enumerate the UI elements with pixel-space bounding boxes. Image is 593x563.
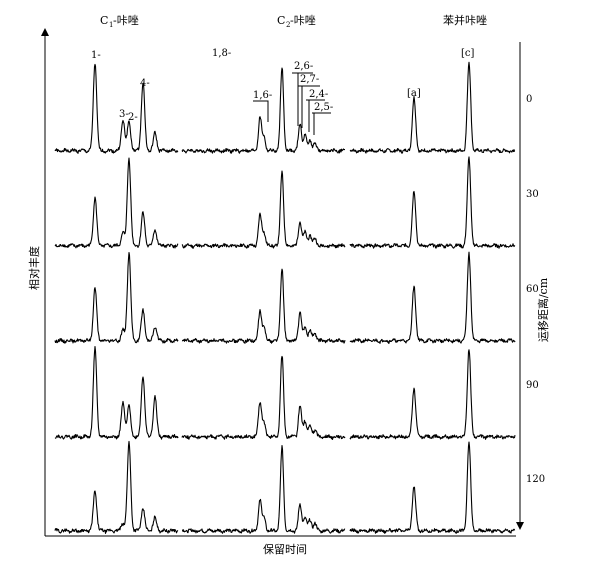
group-header-benzo: 苯并咔唑 [443,13,487,27]
group-header-c1: C [100,14,108,27]
peak-leader-lines [253,72,331,135]
trace-c1-0 [54,63,179,154]
distance-label-120: 120 [526,474,545,485]
peak-label-1-8: 1,8- [212,48,231,59]
trace-row-120 [54,440,516,534]
peak-label-1-6: 1,6- [253,90,272,101]
trace-c1-60 [54,251,179,344]
peak-label-a: [a] [407,88,421,99]
chromatogram-traces [54,61,516,534]
distance-label-0: 0 [526,94,532,105]
trace-c2-30 [181,170,346,249]
trace-c2-90 [181,355,346,441]
y-axis-title: 相对丰度 [27,246,41,290]
trace-c1-120 [54,440,179,534]
distance-labels: 0 30 60 90 120 [526,94,545,485]
trace-row-90 [54,346,516,441]
group-header-c2: C [277,14,285,27]
peak-label-2-5: 2,5- [314,102,333,113]
trace-benzo-60 [349,251,516,344]
right-axis-title: 运移距离/cm [536,277,550,342]
group-header-c2-name: -咔唑 [290,14,316,27]
trace-c2-120 [181,445,346,534]
trace-benzo-120 [349,441,516,534]
peak-label-4: 4- [140,78,150,89]
peak-label-c: [c] [461,48,475,59]
peak-label-3: 3- [119,109,129,120]
trace-c1-30 [54,157,179,249]
peak-label-2-6: 2,6- [294,61,313,72]
trace-row-60 [54,251,516,344]
trace-c2-0 [181,67,346,154]
group-header-c1-name: -咔唑 [113,14,139,27]
trace-row-30 [54,156,516,249]
trace-benzo-90 [349,349,516,440]
distance-label-30: 30 [526,189,539,200]
distance-label-90: 90 [526,380,539,391]
peak-label-2: 2- [128,112,138,123]
peak-label-1: 1- [91,50,101,61]
trace-benzo-0 [349,61,516,154]
group-header-c1-sub: 1 [109,21,113,29]
group-header-c2-sub: 2 [286,21,290,29]
x-axis-title: 保留时间 [263,542,307,556]
trace-row-0 [54,61,516,154]
distance-label-60: 60 [526,284,539,295]
peak-label-2-7: 2,7- [300,74,319,85]
peak-label-2-4: 2,4- [309,89,328,100]
trace-benzo-30 [349,156,516,249]
trace-c1-90 [54,346,179,440]
trace-c2-60 [181,268,346,344]
